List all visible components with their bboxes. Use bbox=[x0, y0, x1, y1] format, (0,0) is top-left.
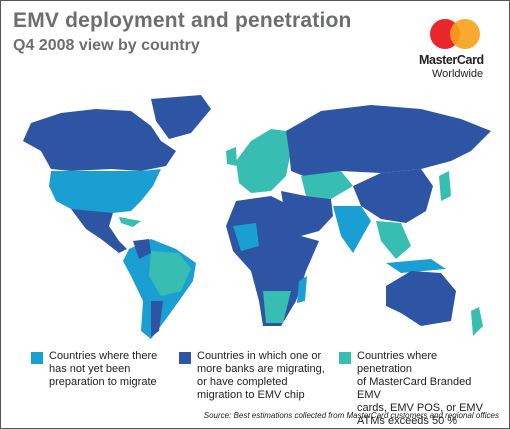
logo-name: MasterCard bbox=[419, 53, 484, 67]
japan-korea bbox=[439, 171, 451, 201]
madagascar bbox=[297, 276, 307, 303]
legend-text: Countries where there has not yet been pre… bbox=[49, 350, 181, 389]
legend-line: preparation to migrate bbox=[49, 376, 157, 388]
legend-item: Countries in which one or more banks are … bbox=[179, 350, 329, 402]
logo-circle-yellow bbox=[450, 19, 480, 49]
title: EMV deployment and penetration bbox=[13, 9, 352, 32]
legend-line: Countries where penetration bbox=[357, 350, 438, 375]
legend-text: Countries where penetration of MasterCard… bbox=[357, 350, 489, 428]
southern-africa bbox=[263, 291, 291, 323]
russia bbox=[286, 105, 491, 179]
new-zealand bbox=[471, 307, 483, 336]
central-asia bbox=[301, 171, 353, 199]
legend-text: Countries in which one or more banks are … bbox=[197, 350, 329, 402]
southeast-asia bbox=[376, 221, 411, 259]
uk-ireland bbox=[226, 147, 237, 166]
legend-item: Countries where there has not yet been pre… bbox=[31, 350, 181, 389]
source: Source: Best estimations collected from … bbox=[203, 411, 499, 420]
legend-line: Countries in which one or bbox=[197, 350, 322, 362]
legend-line: cards, EMV POS, or EMV bbox=[357, 402, 483, 414]
west-africa bbox=[233, 223, 259, 251]
legend-line: Countries where there bbox=[49, 350, 158, 362]
legend-line: has not yet been bbox=[49, 363, 131, 375]
legend-line: of MasterCard Branded EMV bbox=[357, 376, 472, 401]
legend-item: Countries where penetration of MasterCard… bbox=[339, 350, 489, 428]
australia bbox=[386, 271, 456, 326]
colombia-venezuela bbox=[133, 239, 151, 259]
brazil bbox=[149, 251, 191, 296]
europe bbox=[236, 129, 291, 193]
usa bbox=[49, 169, 161, 213]
legend-line: or have completed bbox=[197, 376, 288, 388]
legend-swatch bbox=[31, 352, 43, 364]
canada bbox=[23, 109, 176, 171]
logo-tagline: Worldwide bbox=[432, 68, 484, 80]
legend-line: more banks are migrating, bbox=[197, 363, 325, 375]
india bbox=[333, 206, 371, 253]
argentina-south bbox=[151, 301, 163, 337]
legend-swatch bbox=[179, 352, 191, 364]
mexico bbox=[71, 209, 127, 253]
legend-line: migration to EMV chip bbox=[197, 389, 305, 401]
china bbox=[353, 169, 433, 223]
legend-swatch bbox=[339, 352, 351, 364]
subtitle: Q4 2008 view by country bbox=[13, 37, 200, 54]
indonesia bbox=[386, 259, 446, 273]
greenland bbox=[151, 95, 211, 139]
caribbean bbox=[119, 217, 141, 227]
legend-line: ATMs exceeds 50 % bbox=[357, 415, 458, 427]
